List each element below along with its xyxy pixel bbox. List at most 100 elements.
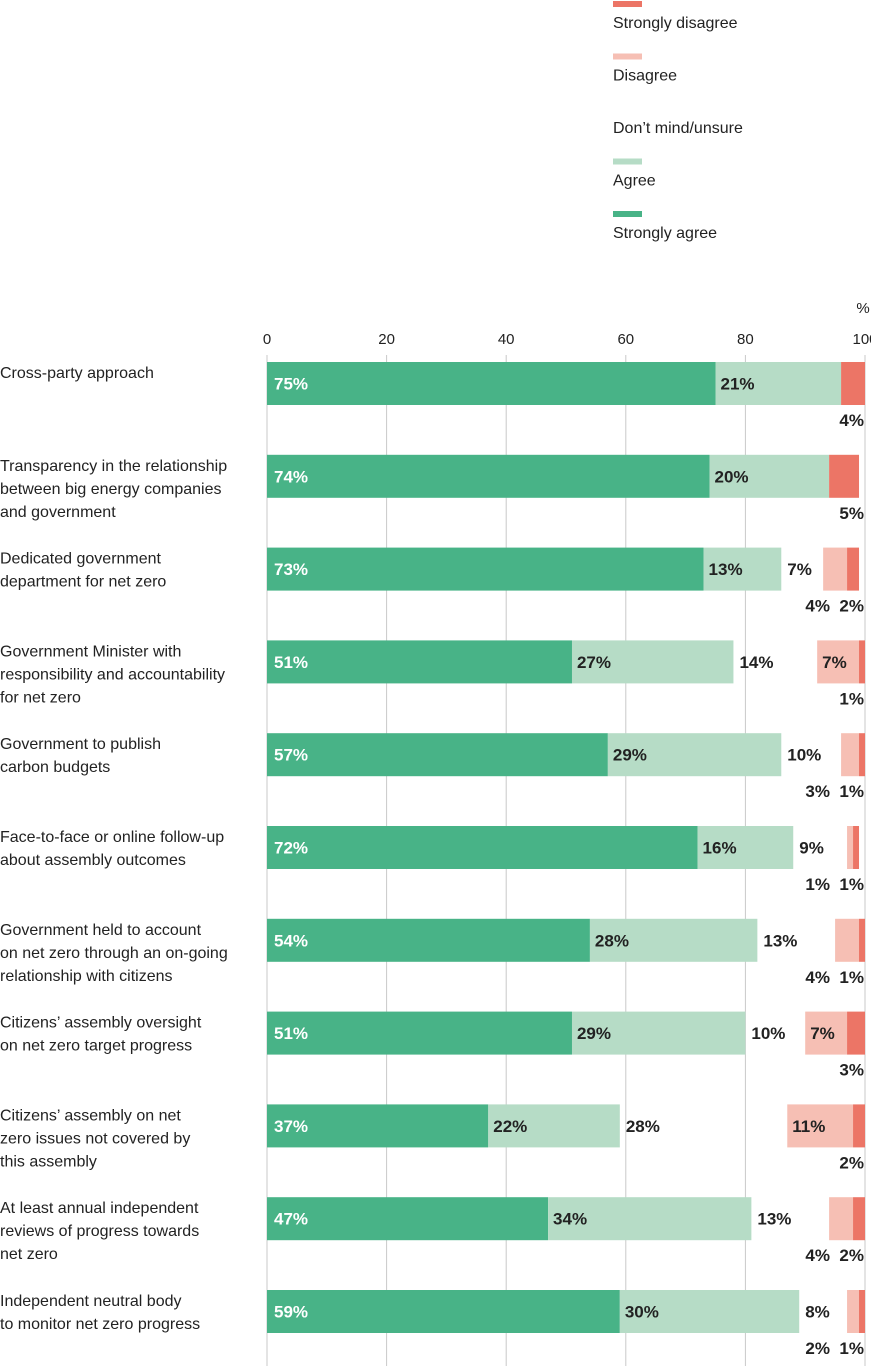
bar-segment-disagree: [817, 640, 860, 684]
bar-segment-disagree: [847, 826, 854, 869]
bar-segment-strongly-disagree: [847, 547, 860, 591]
category-label: on net zero through an on-going: [0, 945, 228, 962]
data-label: 57%: [274, 746, 308, 765]
bar-segment-strongly-agree: [267, 1104, 489, 1148]
category-label: department for net zero: [0, 574, 166, 591]
bar-segment-agree: [703, 547, 782, 591]
data-label: 21%: [721, 375, 755, 394]
data-label: 75%: [274, 375, 308, 394]
data-label: 9%: [799, 839, 824, 858]
data-label: 5%: [839, 504, 864, 523]
legend-swatch: [613, 158, 642, 165]
data-label: 13%: [763, 931, 797, 950]
data-label: 7%: [822, 653, 847, 672]
data-label: 22%: [493, 1117, 527, 1136]
category-label: Citizens’ assembly on net: [0, 1107, 181, 1124]
legend-swatch: [613, 1, 642, 7]
data-label: 3%: [839, 1061, 864, 1080]
bar-segment-strongly-disagree: [859, 640, 865, 684]
data-label: 1%: [839, 1339, 864, 1358]
category-label: reviews of progress towards: [0, 1223, 199, 1240]
data-label: 28%: [595, 931, 629, 950]
data-label: 4%: [805, 597, 830, 616]
data-label: 4%: [805, 968, 830, 987]
data-label: 7%: [810, 1024, 835, 1043]
data-label: 27%: [577, 653, 611, 672]
data-label: 8%: [805, 1303, 830, 1322]
data-label: 10%: [787, 746, 821, 765]
data-label: 1%: [839, 689, 864, 708]
category-label: Cross-party approach: [0, 365, 154, 382]
category-label: to monitor net zero progress: [0, 1316, 200, 1333]
bar-segment-strongly-agree: [267, 362, 716, 405]
category-label: on net zero target progress: [0, 1038, 192, 1055]
bar-segment-strongly-agree: [267, 1290, 620, 1333]
legend-label: Strongly disagree: [613, 15, 738, 32]
data-label: 73%: [274, 560, 308, 579]
data-label: 11%: [792, 1117, 825, 1136]
category-label: Transparency in the relationship: [0, 458, 227, 475]
bar-segment-agree: [697, 826, 794, 869]
category-label: Government to publish: [0, 736, 161, 753]
bar-segment-strongly-disagree: [847, 1011, 865, 1055]
data-label: 54%: [274, 931, 308, 950]
bar-segment-agree: [548, 1197, 752, 1241]
bar-segment-agree: [488, 1104, 620, 1148]
bar-segment-strongly-agree: [267, 454, 710, 498]
category-label: Independent neutral body: [0, 1293, 181, 1310]
data-label: 3%: [805, 782, 830, 801]
legend-label: Disagree: [613, 68, 677, 85]
data-label: 4%: [839, 411, 864, 430]
bar-segment-disagree: [823, 547, 848, 591]
bar-segment-agree: [571, 640, 734, 684]
bar-segment-strongly-disagree: [859, 918, 865, 962]
data-label: 1%: [805, 875, 830, 894]
category-label: relationship with citizens: [0, 968, 173, 985]
category-label: for net zero: [0, 689, 81, 706]
data-label: 29%: [613, 746, 647, 765]
bar-segment-disagree: [829, 1197, 854, 1241]
data-label: 2%: [839, 1246, 864, 1265]
bar-segment-disagree: [847, 1290, 860, 1333]
category-label: between big energy companies: [0, 481, 221, 498]
x-tick-label: 80: [737, 331, 754, 348]
data-label: 28%: [626, 1117, 660, 1136]
bar-segment-agree: [715, 362, 842, 405]
data-label: 34%: [553, 1210, 587, 1229]
data-label: 13%: [709, 560, 743, 579]
data-label: 1%: [839, 968, 864, 987]
category-label: Face-to-face or online follow-up: [0, 829, 224, 846]
data-label: 29%: [577, 1024, 611, 1043]
data-label: 13%: [757, 1210, 791, 1229]
data-label: 16%: [703, 839, 737, 858]
bar-segment-strongly-disagree: [853, 1197, 865, 1241]
data-label: 30%: [625, 1303, 659, 1322]
data-label: 72%: [274, 839, 308, 858]
x-tick-label: 60: [617, 331, 634, 348]
data-label: 7%: [787, 560, 812, 579]
category-label: At least annual independent: [0, 1200, 199, 1217]
category-label: and government: [0, 504, 116, 521]
category-label: Government Minister with: [0, 643, 181, 660]
bar-segment-strongly-disagree: [853, 826, 860, 869]
category-label: net zero: [0, 1246, 58, 1263]
bar-segment-disagree: [787, 1104, 854, 1148]
bar-segment-strongly-disagree: [829, 454, 860, 498]
legend-label: Agree: [613, 173, 656, 190]
data-label: 14%: [739, 653, 773, 672]
bar-segment-strongly-disagree: [859, 733, 865, 777]
bar-segment-strongly-agree: [267, 547, 704, 591]
bar-segment-strongly-disagree: [841, 362, 865, 405]
legend-swatch: [613, 53, 642, 60]
legend-label: Strongly agree: [613, 225, 717, 242]
bar-segment-strongly-disagree: [859, 1290, 865, 1333]
bar-segment-strongly-agree: [267, 640, 572, 684]
data-label: 74%: [274, 467, 308, 486]
category-label: Government held to account: [0, 922, 202, 939]
data-label: 1%: [839, 875, 864, 894]
x-tick-label: 0: [263, 331, 271, 348]
x-tick-label: 20: [378, 331, 395, 348]
bar-segment-strongly-disagree: [853, 1104, 865, 1148]
category-label: this assembly: [0, 1153, 97, 1170]
